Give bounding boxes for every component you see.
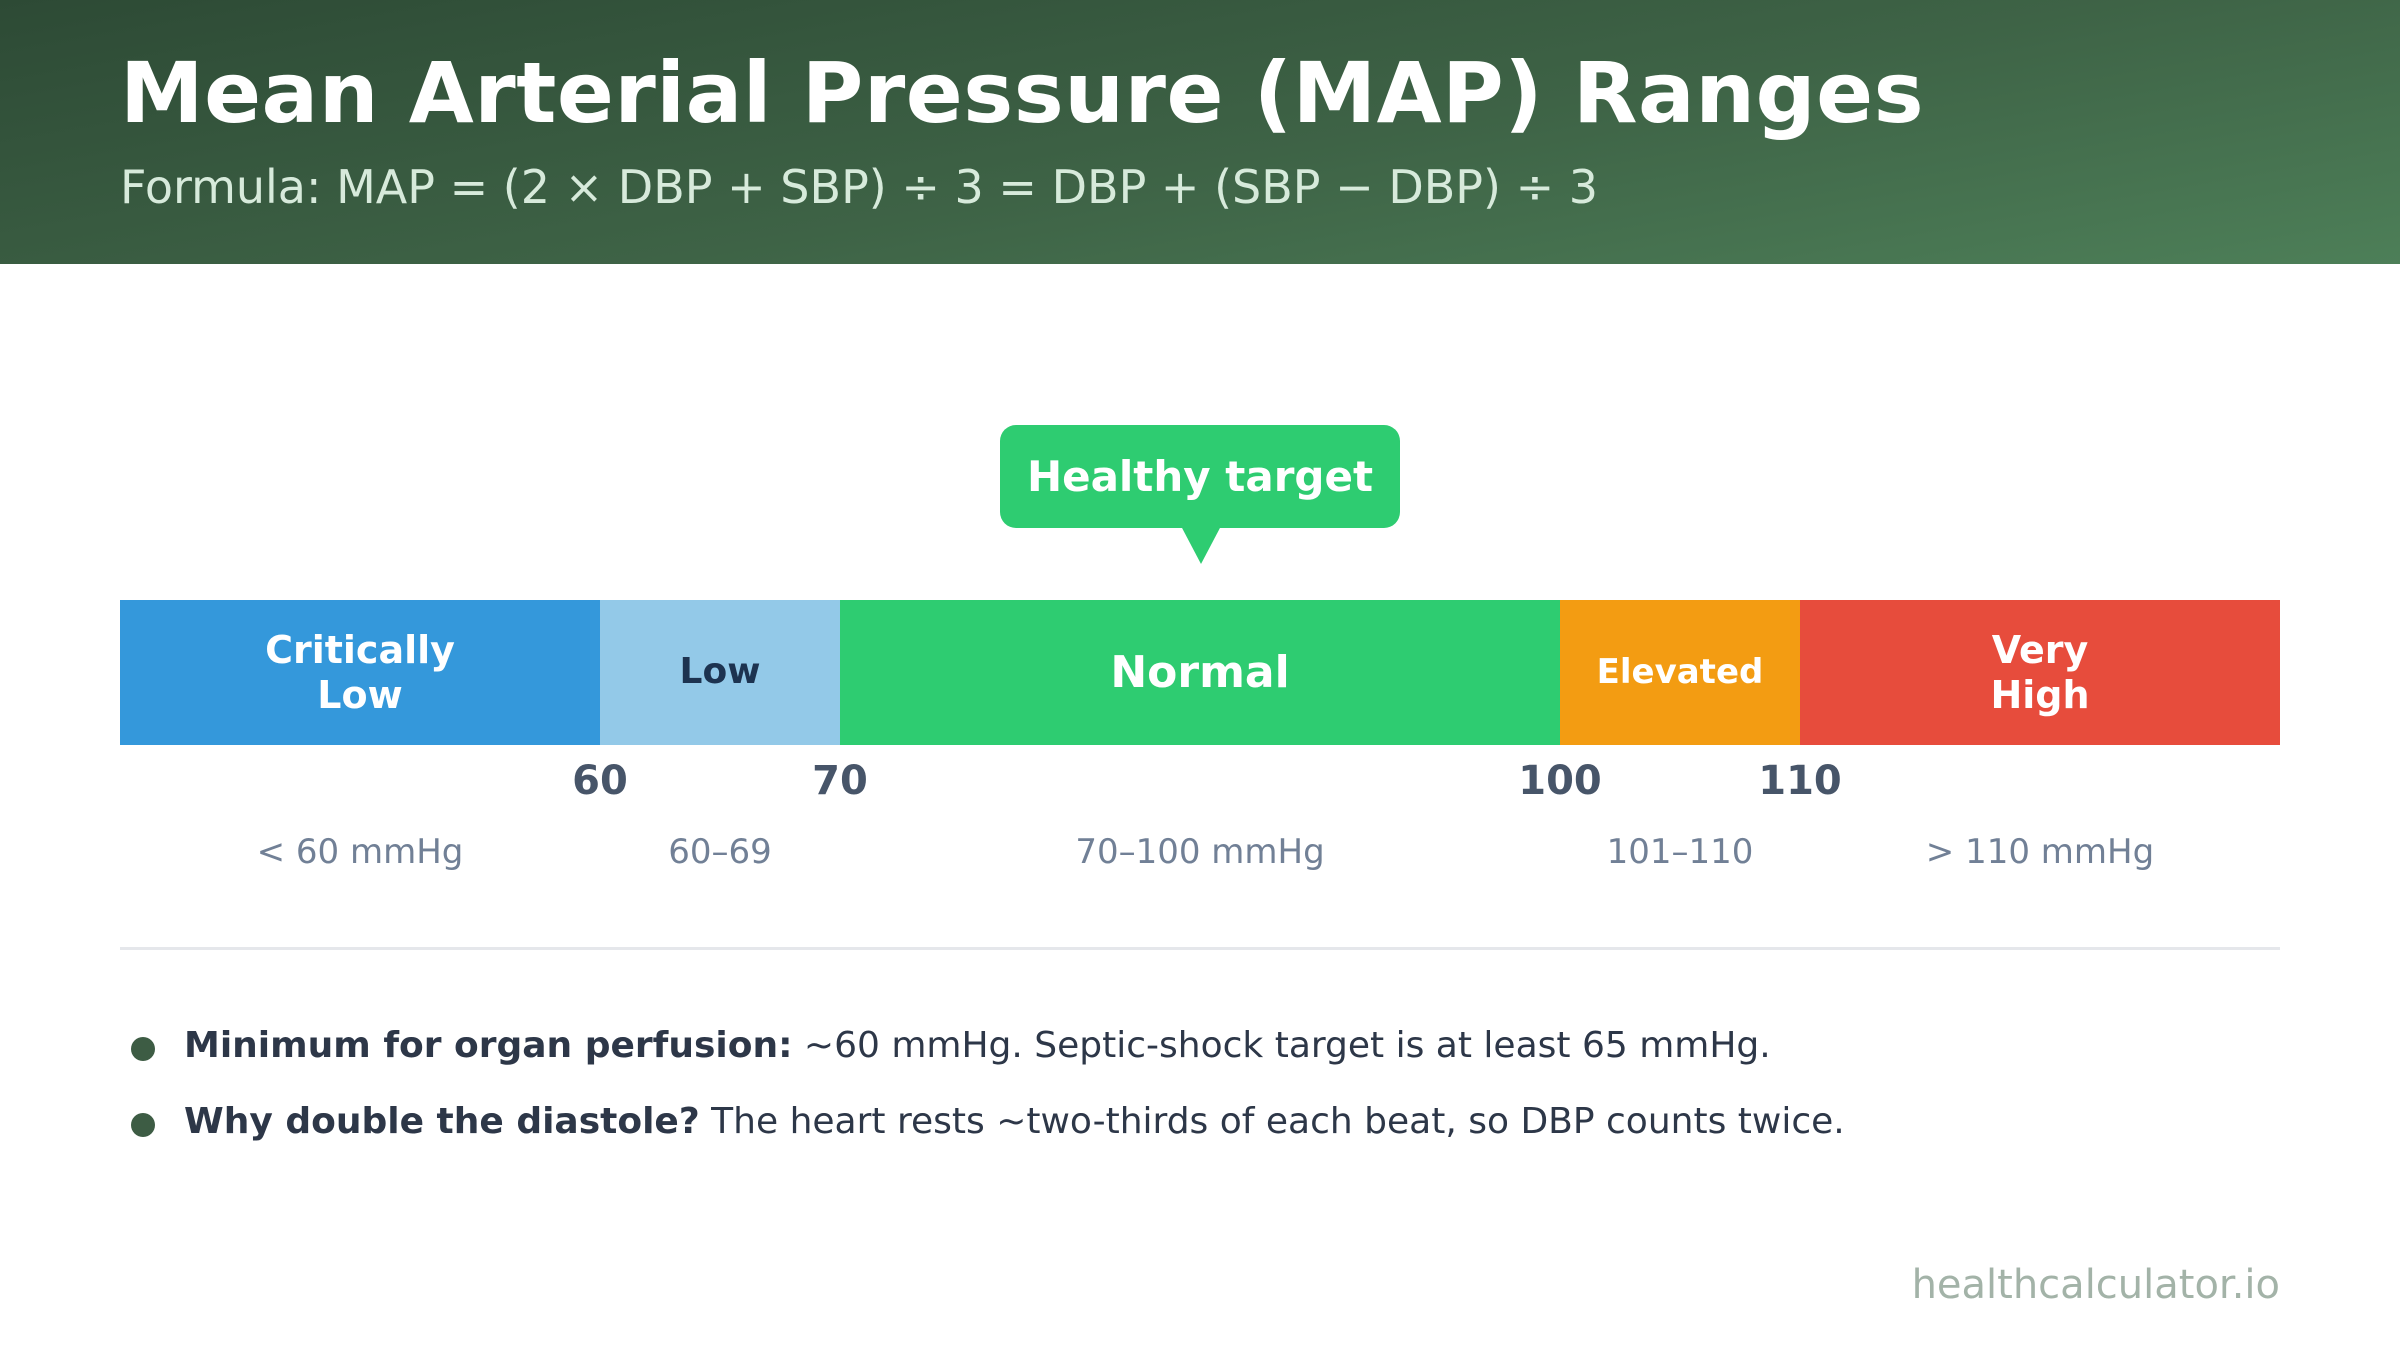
bullet-dot (131, 1113, 155, 1137)
notes-list: Minimum for organ perfusion: ~60 mmHg. S… (120, 1025, 2280, 1177)
tick-60: 60 (572, 758, 628, 804)
healthy-target-callout: Healthy target (1000, 425, 1400, 528)
range-very-high: > 110 mmHg (1925, 832, 2155, 872)
range-low: 60–69 (668, 832, 772, 872)
header-banner: Mean Arterial Pressure (MAP) Ranges Form… (0, 0, 2400, 264)
callout-pointer (1181, 526, 1221, 564)
note-text: ~60 mmHg. Septic-shock target is at leas… (792, 1025, 1771, 1066)
segment-normal: Normal (840, 600, 1560, 745)
note-text: The heart rests ~two-thirds of each beat… (699, 1101, 1845, 1142)
tick-100: 100 (1518, 758, 1602, 804)
note-heading: Minimum for organ perfusion: (184, 1025, 793, 1066)
range-elevated: 101–110 (1606, 832, 1754, 872)
source-footer: healthcalculator.io (1911, 1262, 2280, 1308)
note-organ-perfusion: Minimum for organ perfusion: ~60 mmHg. S… (120, 1025, 2280, 1101)
range-critically-low: < 60 mmHg (256, 832, 464, 872)
map-scale-bar: Critically Low Low Normal Elevated Very … (120, 600, 2280, 745)
range-normal: 70–100 mmHg (1075, 832, 1325, 872)
segment-low: Low (600, 600, 840, 745)
segment-very-high: Very High (1800, 600, 2280, 745)
tick-110: 110 (1758, 758, 1842, 804)
note-double-diastole: Why double the diastole? The heart rests… (120, 1101, 2280, 1177)
formula-subtitle: Formula: MAP = (2 × DBP + SBP) ÷ 3 = DBP… (120, 160, 1599, 214)
tick-70: 70 (812, 758, 868, 804)
page-title: Mean Arterial Pressure (MAP) Ranges (120, 44, 1925, 142)
section-divider (120, 947, 2280, 950)
segment-critically-low: Critically Low (120, 600, 600, 745)
note-heading: Why double the diastole? (184, 1101, 700, 1142)
segment-elevated: Elevated (1560, 600, 1800, 745)
bullet-dot (131, 1037, 155, 1061)
